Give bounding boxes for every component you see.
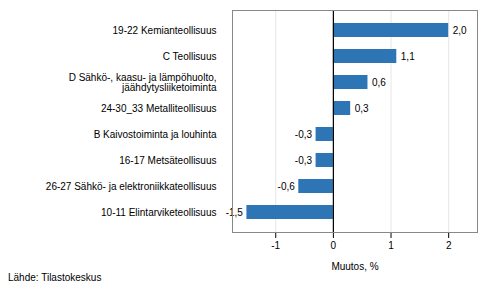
svg-text:Muutos, %: Muutos, % xyxy=(331,261,378,272)
svg-text:B Kaivostoiminta ja louhinta: B Kaivostoiminta ja louhinta xyxy=(94,129,217,140)
svg-text:C Teollisuus: C Teollisuus xyxy=(163,51,217,62)
svg-text:D Sähkö-, kaasu- ja lämpöhuolt: D Sähkö-, kaasu- ja lämpöhuolto,jäähdyty… xyxy=(69,72,217,93)
svg-text:26-27 Sähkö- ja elektroniikkat: 26-27 Sähkö- ja elektroniikkateollisuus xyxy=(46,181,217,192)
svg-text:1,1: 1,1 xyxy=(401,51,415,62)
svg-text:24-30_33 Metalliteollisuus: 24-30_33 Metalliteollisuus xyxy=(101,103,217,114)
svg-text:1: 1 xyxy=(388,240,394,251)
svg-text:-1: -1 xyxy=(271,240,280,251)
svg-text:19-22 Kemianteollisuus: 19-22 Kemianteollisuus xyxy=(113,25,217,36)
svg-text:-0,6: -0,6 xyxy=(278,181,296,192)
svg-text:-0,3: -0,3 xyxy=(295,129,313,140)
html-text:Lähde: Tilastokeskus: Lähde: Tilastokeskus xyxy=(8,272,102,283)
svg-text:2: 2 xyxy=(446,240,452,251)
svg-text:2,0: 2,0 xyxy=(453,25,467,36)
svg-text:-0,3: -0,3 xyxy=(295,155,313,166)
svg-text:16-17 Metsäteollisuus: 16-17 Metsäteollisuus xyxy=(119,155,216,166)
svg-text:0,6: 0,6 xyxy=(372,77,386,88)
svg-text:10-11 Elintarviketeollisuus: 10-11 Elintarviketeollisuus xyxy=(101,207,216,218)
svg-text:-1,5: -1,5 xyxy=(226,207,244,218)
svg-text:0: 0 xyxy=(331,240,337,251)
svg-text:0,3: 0,3 xyxy=(355,103,369,114)
